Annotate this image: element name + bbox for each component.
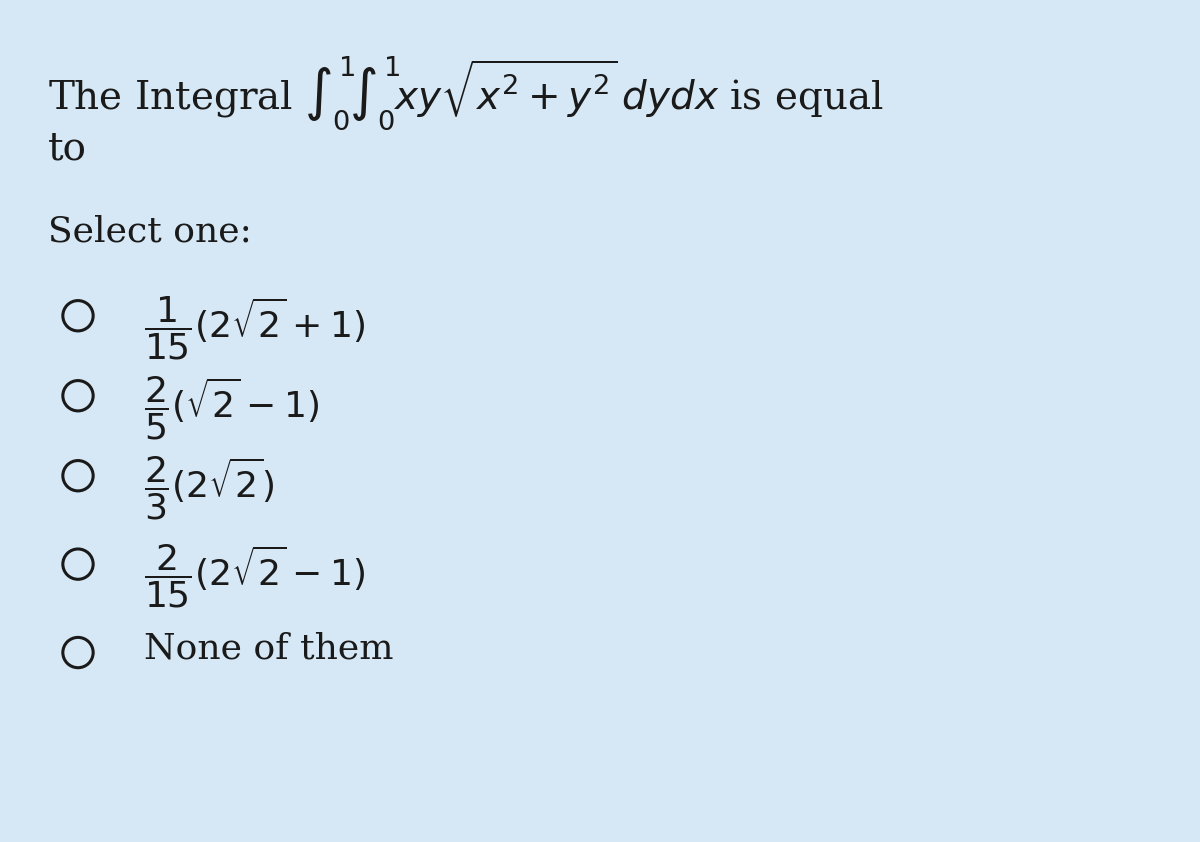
Text: $\dfrac{2}{3}(2\sqrt{2})$: $\dfrac{2}{3}(2\sqrt{2})$	[144, 455, 275, 522]
Text: $\dfrac{2}{15}(2\sqrt{2} - 1)$: $\dfrac{2}{15}(2\sqrt{2} - 1)$	[144, 543, 365, 610]
Text: None of them: None of them	[144, 632, 394, 665]
Text: Select one:: Select one:	[48, 215, 252, 248]
Text: $\dfrac{2}{5}(\sqrt{2} - 1)$: $\dfrac{2}{5}(\sqrt{2} - 1)$	[144, 375, 319, 442]
Text: The Integral $\int_0^1\! \int_0^1\! xy\sqrt{x^2 + y^2}\, dydx$ is equal: The Integral $\int_0^1\! \int_0^1\! xy\s…	[48, 55, 883, 132]
Text: to: to	[48, 131, 88, 168]
Text: $\dfrac{1}{15}(2\sqrt{2} + 1)$: $\dfrac{1}{15}(2\sqrt{2} + 1)$	[144, 295, 365, 362]
